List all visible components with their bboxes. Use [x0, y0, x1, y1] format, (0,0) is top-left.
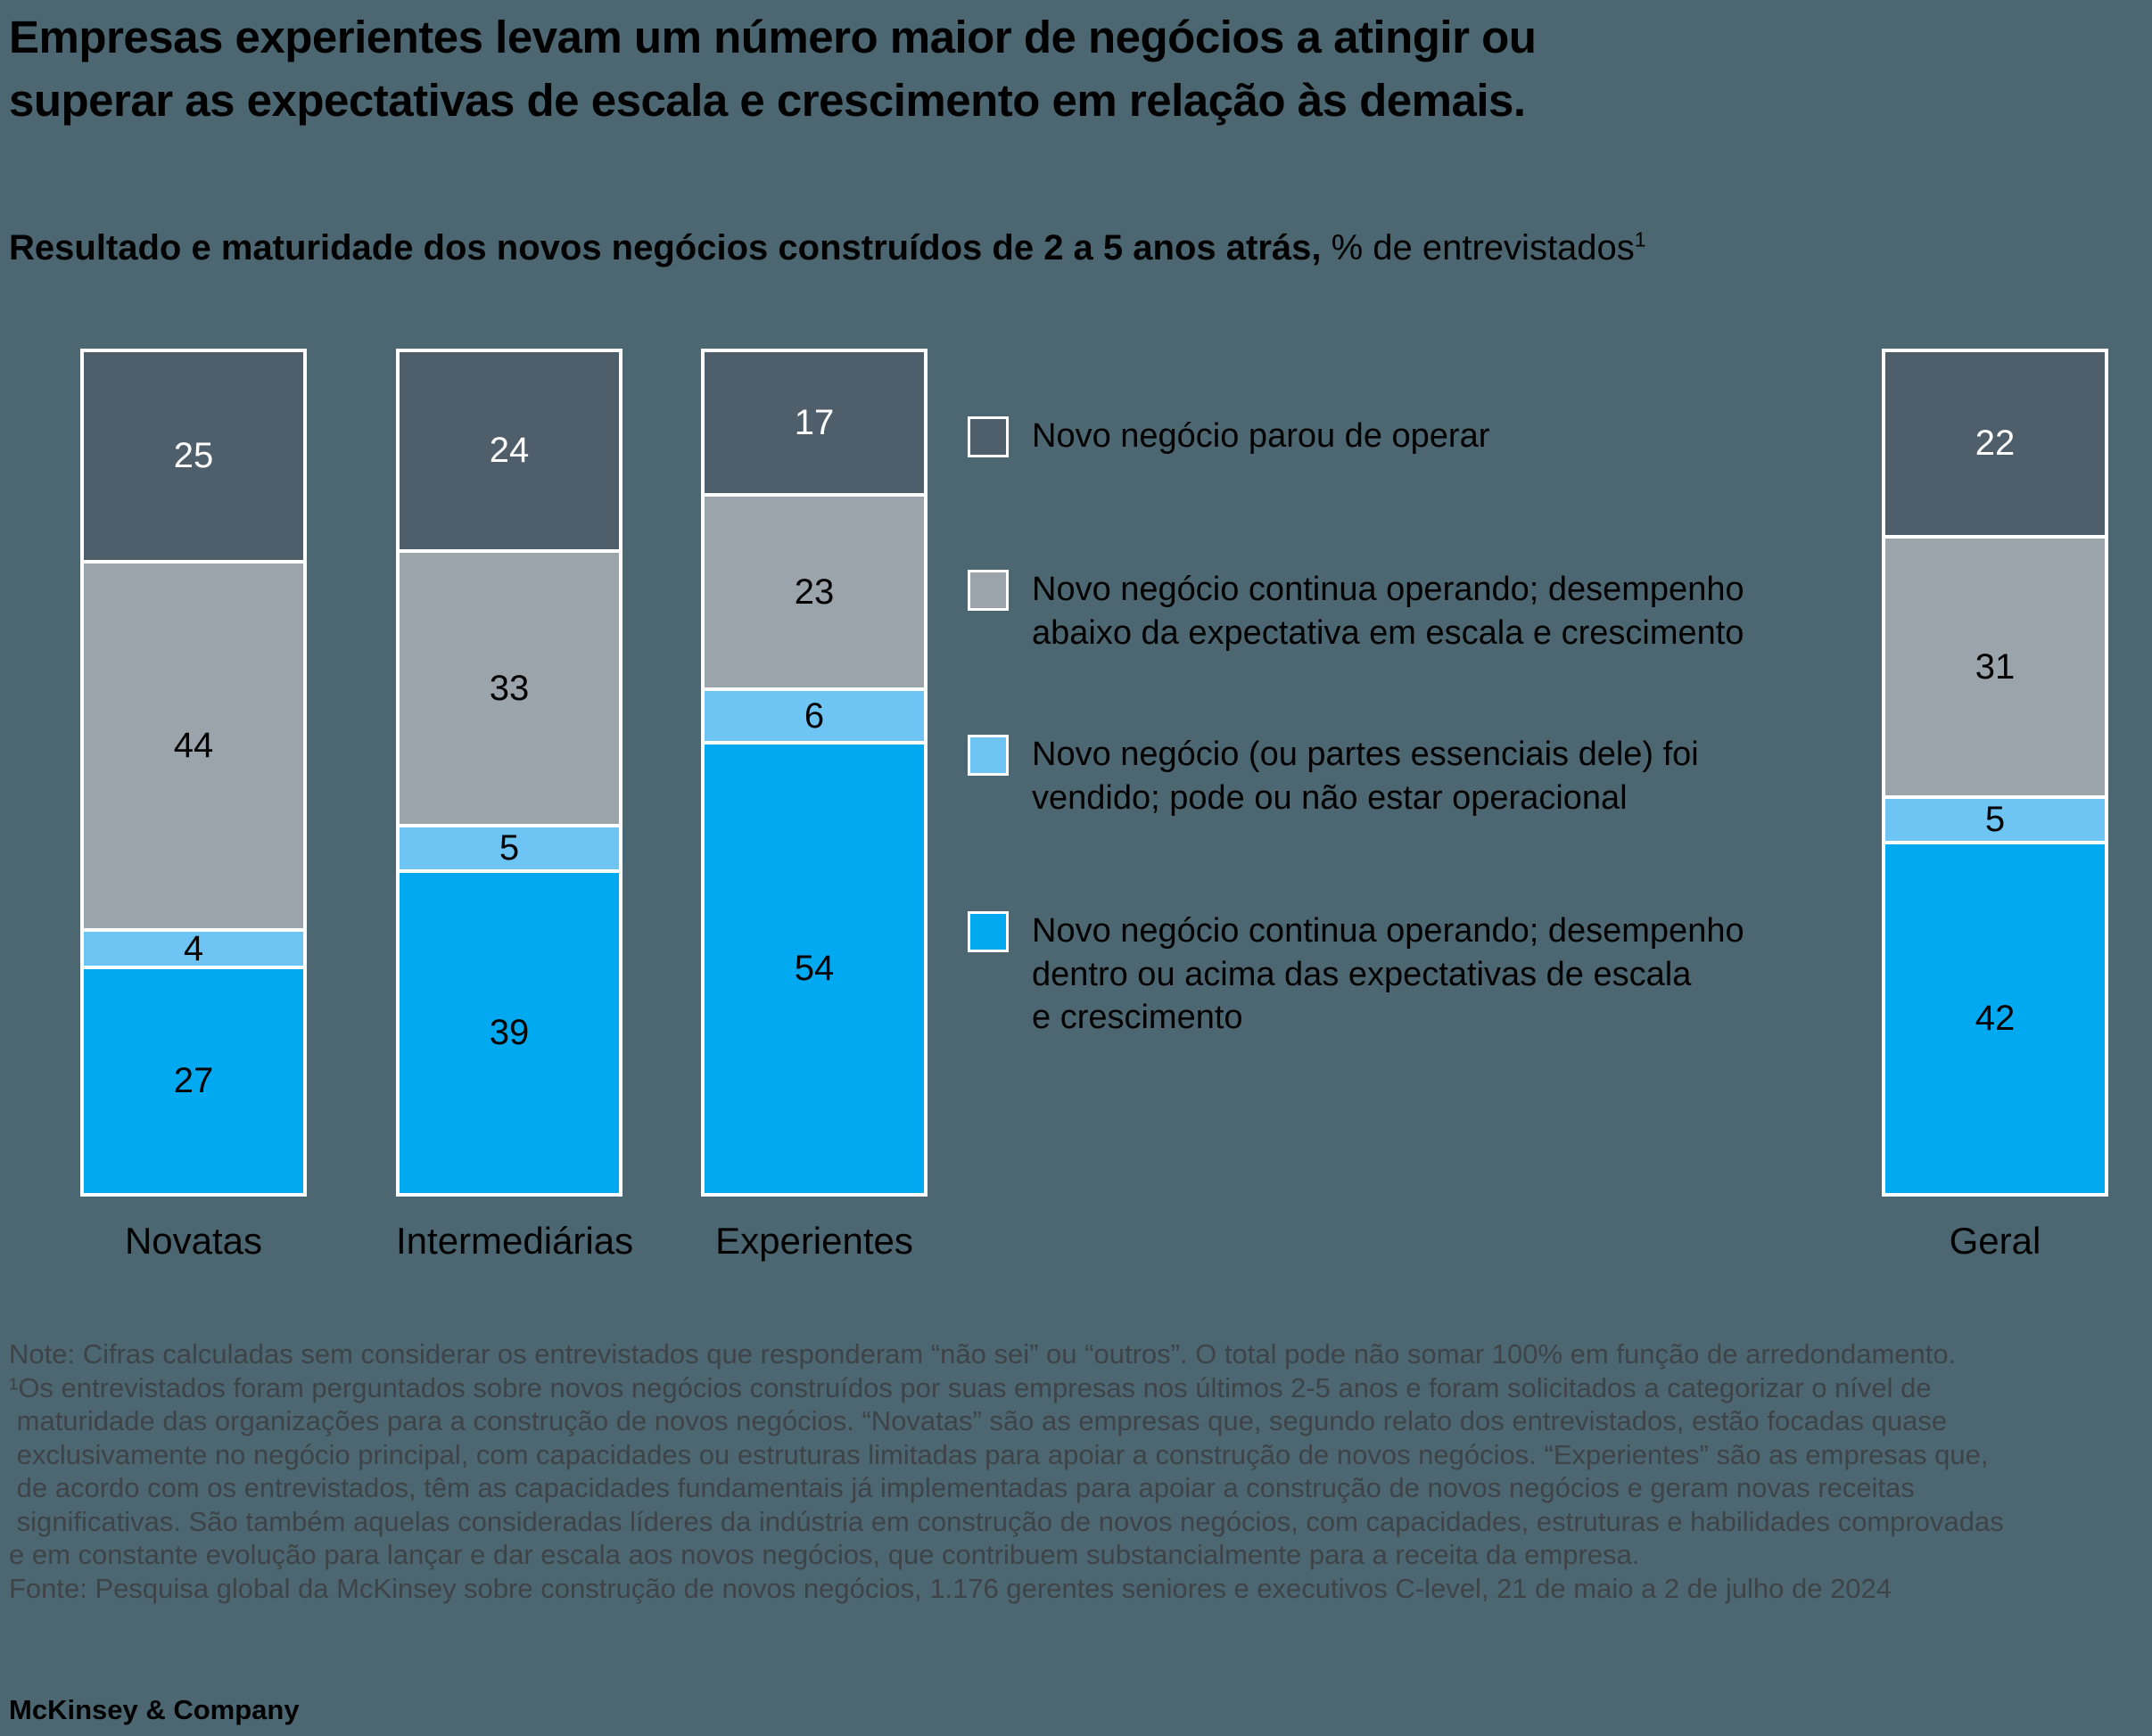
bar-segment-ceased: 22: [1885, 352, 2105, 535]
bar-value-label: 22: [1975, 423, 2016, 463]
bar-value-label: 27: [173, 1060, 214, 1100]
bar-value-label: 31: [1975, 646, 2016, 687]
bar-value-label: 23: [794, 572, 835, 612]
bar-category-label: Novatas: [124, 1220, 263, 1262]
legend-item: Novo negócio continua operando; desempen…: [968, 909, 1744, 1040]
bar-value-label: 4: [183, 928, 204, 968]
bar-value-label: 42: [1975, 998, 2016, 1038]
footnote-marker: 1: [1634, 227, 1646, 251]
bar-segment-sold: 5: [1885, 795, 2105, 841]
bar-value-label: 54: [794, 949, 835, 989]
bar-segment-below_expectations: 23: [705, 493, 924, 688]
chart-subtitle: Resultado e maturidade dos novos negócio…: [9, 226, 1646, 269]
bar-segment-sold: 5: [400, 824, 619, 869]
bar-value-label: 24: [489, 431, 530, 471]
legend-item: Novo negócio continua operando; desempen…: [968, 568, 1744, 654]
bar-value-label: 33: [489, 668, 530, 708]
bar-segment-below_expectations: 31: [1885, 534, 2105, 796]
bar-segment-below_expectations: 44: [84, 559, 303, 929]
bar-category-label: Intermediárias: [396, 1220, 634, 1262]
legend-item: Novo negócio parou de operar: [968, 415, 1489, 458]
bar-value-label: 5: [499, 827, 520, 868]
company-logo: McKinsey & Company: [9, 1694, 300, 1725]
bar-value-label: 6: [804, 695, 825, 736]
chart-subtitle-bold: Resultado e maturidade dos novos negócio…: [9, 228, 1322, 267]
bar-segment-sold: 4: [84, 928, 303, 968]
legend-swatch-sold: [968, 735, 1009, 776]
bar-segment-meeting_expectations: 39: [400, 868, 619, 1194]
stacked-bar: 17 23 6 54: [701, 349, 928, 1197]
bar-segment-ceased: 17: [705, 352, 924, 494]
legend-swatch-meeting-expectations: [968, 911, 1009, 952]
legend-swatch-below-expectations: [968, 570, 1009, 611]
bar-category-label: Experientes: [715, 1220, 913, 1262]
footnote-text: Note: Cifras calculadas sem considerar o…: [9, 1338, 2004, 1604]
legend-label: Novo negócio parou de operar: [1032, 417, 1490, 455]
stacked-bar: 25 44 4 27: [80, 349, 307, 1197]
legend-label: Novo negócio (ou partes essenciais dele)…: [1032, 736, 1699, 817]
legend-swatch-ceased: [968, 416, 1009, 457]
bar-segment-below_expectations: 33: [400, 549, 619, 825]
bar-segment-ceased: 25: [84, 352, 303, 560]
legend-item: Novo negócio (ou partes essenciais dele)…: [968, 733, 1699, 819]
legend-label: Novo negócio continua operando; desempen…: [1032, 912, 1744, 1037]
bar-value-label: 39: [489, 1012, 530, 1052]
stacked-bar: 22 31 5 42: [1882, 349, 2108, 1197]
bar-value-label: 5: [1984, 800, 2006, 840]
chart-subtitle-unit: % de entrevistados: [1321, 228, 1635, 267]
bar-segment-meeting_expectations: 42: [1885, 840, 2105, 1193]
bar-segment-sold: 6: [705, 687, 924, 742]
stacked-bar: 24 33 5 39: [396, 349, 623, 1197]
bar-value-label: 17: [794, 402, 835, 442]
bar-segment-ceased: 24: [400, 352, 619, 550]
legend-label: Novo negócio continua operando; desempen…: [1032, 571, 1744, 652]
bar-segment-meeting_expectations: 54: [705, 741, 924, 1193]
bar-value-label: 25: [173, 435, 214, 475]
bar-value-label: 44: [173, 726, 214, 766]
bar-segment-meeting_expectations: 27: [84, 965, 303, 1193]
page-title: Empresas experientes levam um número mai…: [9, 12, 1537, 127]
bar-category-label: Geral: [1949, 1220, 2041, 1262]
